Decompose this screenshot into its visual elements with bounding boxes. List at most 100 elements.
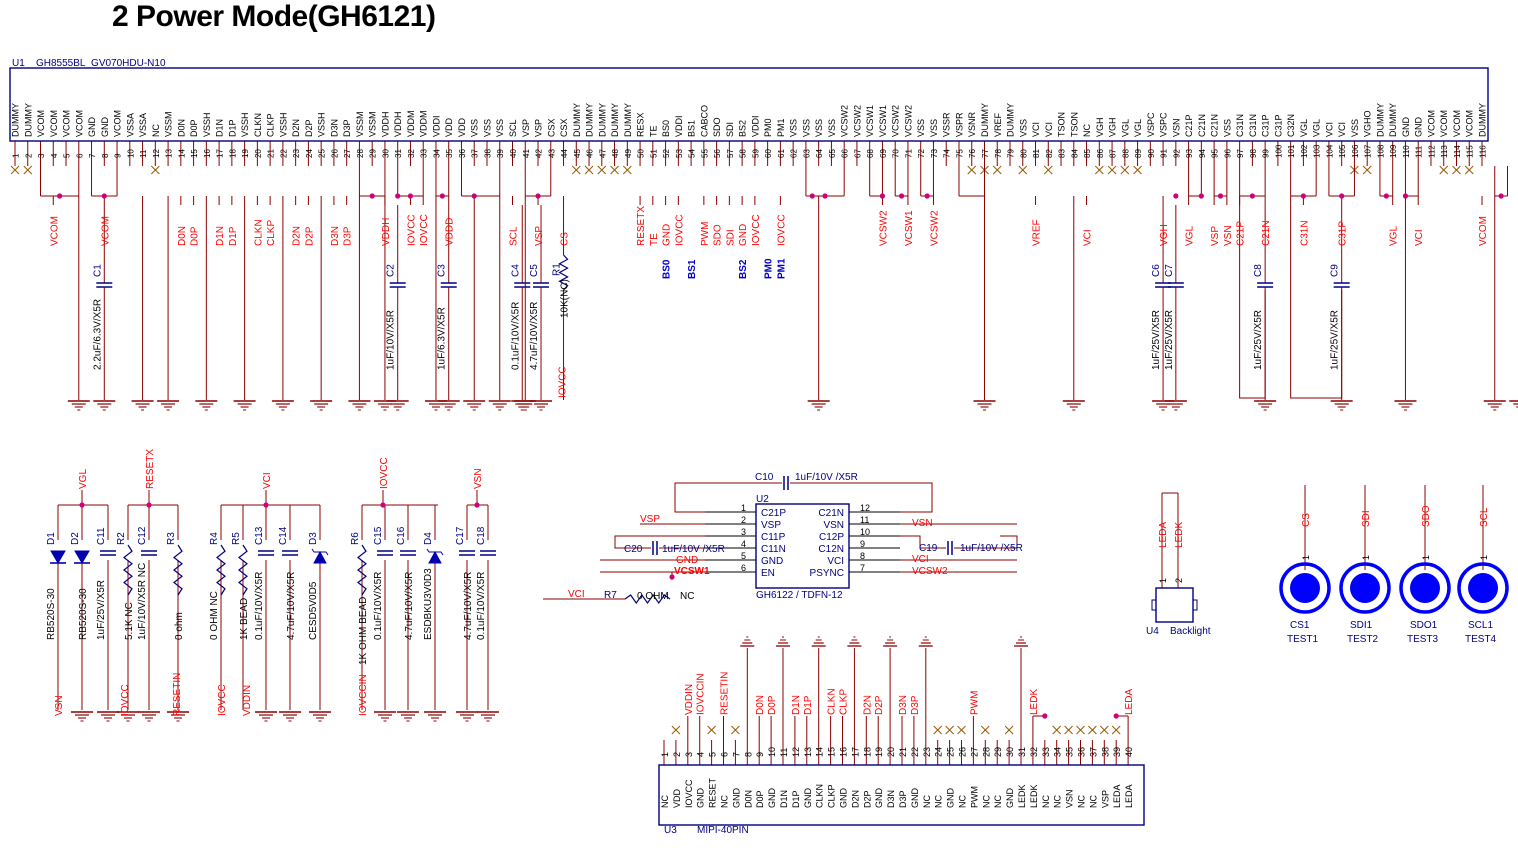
u1-pin-name: BS1 [687,120,697,137]
part-ref: C15 [373,526,384,545]
u1-pin-number: 83 [1058,149,1067,158]
u3-pin-name: GND [946,788,956,809]
testpoint-name: TEST3 [1407,634,1439,645]
u2-pin-number: 4 [741,539,746,549]
u3-pin-number: 23 [922,747,932,757]
net-label: D0P [190,226,201,246]
u3-pin-name: GND [767,788,777,809]
u1-nc-mark [610,165,619,175]
u1-pin-number: 78 [994,149,1003,158]
u1-pin-number: 90 [1147,149,1156,158]
u1-pin-number: 93 [1185,149,1194,158]
c10-wire [674,482,782,513]
c19-value: 1uF/10V /X5R [960,543,1023,554]
u1-pin-name: VSSA [125,113,135,137]
u2-pin-name: C11N [761,544,786,555]
testpoint-ring [1339,562,1391,614]
strap-label: BS1 [687,259,698,279]
testpoint-ref: SDI1 [1350,620,1373,631]
u3-nc-mark [1099,725,1109,735]
u1-pin-name: VSPC [1146,112,1156,137]
net-label: VCI [1083,229,1094,246]
u1-pin-name: VDDI [431,115,441,137]
u1-pin-name: GND [87,117,97,138]
u1-pin-name: VSS [827,119,837,137]
u1-pin-number: 31 [394,149,403,158]
junction-dot [474,502,480,508]
part-ref: C2 [386,264,397,277]
text-layer: U1 GH8555BL_GV070HDU-N10 DUMMY 1 DUMMY 2 VCOM 3… [11,58,1497,836]
net-label: D3N [898,695,909,715]
u3-pin-number: 36 [1077,747,1087,757]
u1-pin-number: 94 [1198,149,1207,158]
u1-pin-number: 61 [777,149,786,158]
part-value: 0.1uF/10V/X5R [254,572,265,640]
junction-dot [380,502,386,508]
u3-pin-number: 22 [910,747,920,757]
u2-pin-name: C21N [818,508,844,519]
u3-pin-name: NC [993,795,1003,808]
u1-pin-number: 64 [815,149,824,158]
part-value: 1K BEAD [239,598,250,640]
u1-part-name: GH8555BL_GV070HDU-N10 [36,58,166,69]
part-value: 4.7uF/10V/X5R [286,572,297,640]
net-label: VDDH [381,218,392,246]
u1-pin-name: VSSH [202,112,212,137]
wires-layer [10,141,1518,765]
part-ref: R4 [209,532,220,545]
net-label: VCSW2 [912,566,948,577]
part-value: 2.2uF/6.3V/X5R [92,299,103,370]
u3-pin-number: 3 [684,752,694,757]
u1-pin-name: VCOM [49,110,59,137]
net-label: IOVCC [674,214,685,246]
u3-pin-number: 20 [886,747,896,757]
junction-dot [395,193,401,199]
net-label: IOVCC [776,214,787,246]
u1-pin-name: D1P [227,119,237,137]
u1-pin-number: 73 [930,149,939,158]
u1-pin-name: VCOM [74,110,84,137]
junction-dot [1300,193,1307,199]
u3-pin-name: CLKN [815,784,825,808]
u1-pin-number: 44 [560,149,569,158]
u1-nc-mark [1043,165,1053,175]
testpoint-pad [1468,573,1498,603]
u3-pin-number: 26 [958,747,968,757]
u1-pin-name: DUMMY [572,103,582,137]
net-label: SCL [509,226,520,246]
part-ref: R5 [231,532,242,545]
u3-pin-name: NC [1077,795,1087,808]
u1-pin-name: VSSM [368,111,378,137]
u1-pin-name: GND [100,117,110,138]
net-label: IOVCC [558,366,569,398]
u1-pin-name: DUMMY [585,103,595,137]
u1-pin-number: 8 [101,153,110,158]
u1-pin-name: VSS [470,119,480,137]
u1-nc-mark [1094,165,1104,175]
part-value: 0.1uF/10V/X5R [476,572,487,640]
u3-pin-name: GND [839,788,849,809]
u1-pin-name: VSS [482,119,492,137]
part-value: 1uF/25V/X5R [1253,310,1264,370]
junction-dot [879,193,886,199]
u1-pin-number: 16 [203,149,212,158]
u1-pin-name: DUMMY [623,103,633,137]
net-label: SDO [1421,505,1432,527]
parts-layer [9,67,1509,826]
u1-pin-number: 50 [637,149,646,158]
net-label: RESETX [636,206,647,246]
u1-pin-number: 72 [917,149,926,158]
u3-pin-name: NC [958,795,968,808]
u1-pin-number: 27 [343,149,352,158]
u1-pin-number: 20 [254,149,263,158]
u1-pin-name: TSON [1057,112,1067,137]
net-label: CS [560,232,571,246]
testpoint-ref: SDO1 [1410,620,1438,631]
u1-pin-number: 52 [662,149,671,158]
u1-pin-name: GND [1414,117,1424,138]
u1-pin-name: CLKN [253,113,263,137]
u1-pin-name: BS0 [661,120,671,137]
u1-pin-number: 57 [726,149,735,158]
u1-pin-number: 76 [968,149,977,158]
